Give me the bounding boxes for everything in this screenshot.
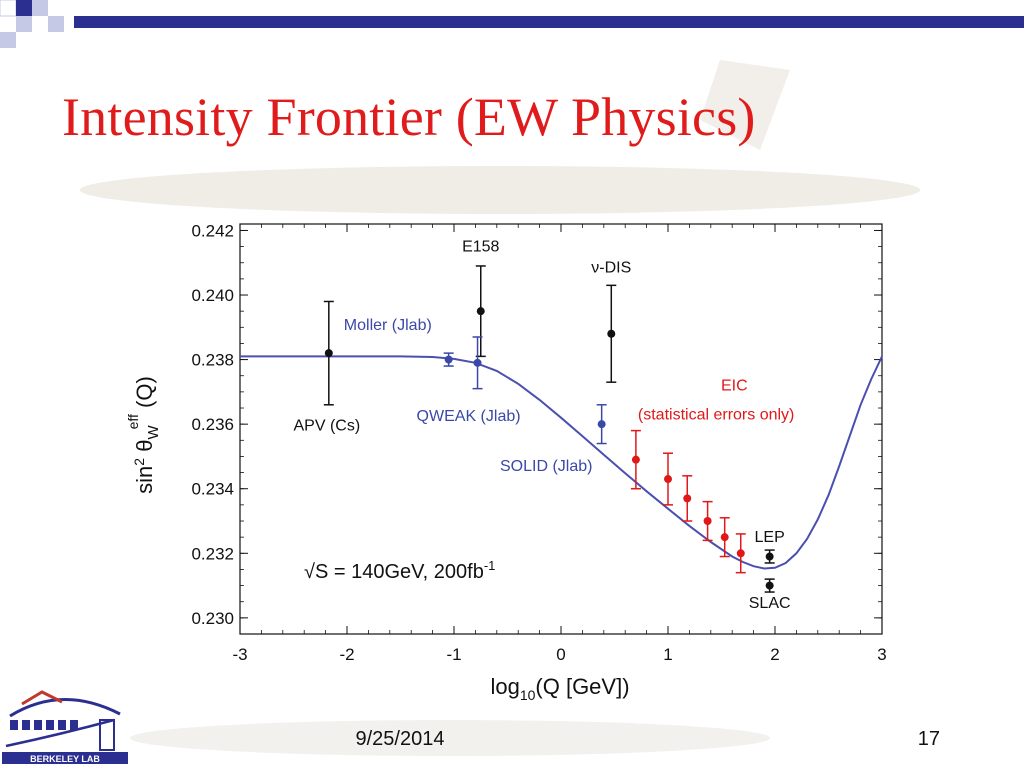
annotation-label: APV (Cs) — [294, 418, 361, 435]
y-tick-label: 0.240 — [191, 286, 234, 305]
logo-roof — [21, 690, 63, 706]
logo-column — [70, 720, 78, 730]
annotation-label: ν-DIS — [591, 259, 631, 276]
annotation-label: QWEAK (Jlab) — [417, 408, 521, 425]
logo-column — [34, 720, 42, 730]
annotation-label: EIC — [721, 377, 748, 394]
corner-square — [48, 16, 64, 32]
slide-title: Intensity Frontier (EW Physics) — [62, 87, 756, 147]
watermark-shape — [700, 60, 790, 150]
watermark-shape — [130, 720, 770, 756]
corner-square — [16, 16, 32, 32]
logo-column — [58, 720, 66, 730]
logo-text-band — [2, 752, 128, 764]
red-data-point — [683, 494, 692, 503]
blue-data-point — [444, 355, 453, 364]
y-tick-label: 0.242 — [191, 221, 234, 240]
logo-column — [46, 720, 54, 730]
red-data-point — [736, 549, 745, 558]
black-data-point — [765, 581, 774, 590]
sin2theta-chart: -3 -2 -1 0 1 2 3 0.230 0.232 0.234 0.236 0.238 0.240… — [125, 221, 887, 700]
annotation-label: SLAC — [749, 595, 791, 612]
y-tick-label: 0.236 — [191, 415, 234, 434]
y-tick-label: 0.234 — [191, 480, 234, 499]
y-axis-label-sup-2: 2 — [131, 458, 147, 466]
annotation-label: SOLID (Jlab) — [500, 458, 592, 475]
berkeley-lab-logo: BERKELEY LAB — [2, 690, 128, 764]
corner-square — [0, 32, 16, 48]
corner-squares-graphic — [0, 0, 64, 48]
y-axis-label-sub-w: W — [145, 425, 162, 440]
inset-energy-sup: -1 — [484, 558, 496, 573]
black-data-point — [765, 552, 774, 561]
page-number: 17 — [917, 728, 940, 750]
red-data-point — [703, 517, 712, 526]
x-tick-label: 0 — [556, 645, 565, 664]
black-data-point — [324, 349, 333, 358]
x-axis-label-rest: (Q [GeV]) — [535, 674, 629, 699]
logo-bar — [99, 719, 115, 751]
x-tick-label: 1 — [663, 645, 672, 664]
x-tick-label: -2 — [339, 645, 354, 664]
inset-energy-label: √S = 140GeV, 200fb-1 — [304, 558, 495, 583]
logo-column — [22, 720, 30, 730]
y-axis-label-sup-eff: eff — [125, 414, 141, 429]
y-tick-label: 0.230 — [191, 609, 234, 628]
y-axis-label-q: (Q) — [132, 376, 157, 414]
red-data-point — [631, 455, 640, 464]
x-tick-label: -3 — [232, 645, 247, 664]
red-data-point — [664, 475, 672, 484]
logo-columns — [10, 720, 78, 730]
red-data-point — [720, 533, 729, 542]
corner-decoration — [0, 0, 80, 50]
annotation-label: (statistical errors only) — [638, 406, 794, 423]
y-tick-label: 0.232 — [191, 544, 234, 563]
annotation-label: Moller (Jlab) — [344, 317, 432, 334]
annotation-label: E158 — [462, 238, 499, 255]
top-accent-bar — [74, 16, 1024, 28]
plot-frame — [239, 223, 883, 635]
watermark-shape — [80, 166, 920, 214]
logo-column — [10, 720, 18, 730]
inset-energy-main: √S = 140GeV, 200fb — [304, 561, 484, 583]
y-axis-label-sin: sin — [132, 466, 157, 494]
x-tick-label: 3 — [877, 645, 886, 664]
x-axis-label: log10(Q [GeV]) — [490, 674, 629, 700]
logo-swoosh — [5, 718, 115, 748]
x-axis-label-log: log — [490, 674, 519, 699]
y-axis-label-theta: θ — [132, 440, 157, 458]
x-tick-label: 2 — [770, 645, 779, 664]
footer-date: 9/25/2014 — [355, 728, 445, 750]
logo-text: BERKELEY LAB — [30, 754, 100, 764]
theory-curve — [239, 355, 883, 570]
black-data-point — [476, 307, 485, 316]
annotation-label: LEP — [755, 529, 785, 546]
corner-square — [16, 0, 32, 16]
x-axis-label-sub: 10 — [520, 687, 536, 700]
logo-arc — [9, 698, 121, 718]
blue-data-point — [473, 358, 482, 367]
corner-square — [32, 0, 48, 16]
blue-data-point — [597, 420, 606, 429]
black-data-point — [607, 329, 616, 338]
x-tick-label: -1 — [446, 645, 461, 664]
y-axis-label: sin2 θWeff (Q) — [125, 376, 162, 494]
y-tick-label: 0.238 — [191, 351, 234, 370]
